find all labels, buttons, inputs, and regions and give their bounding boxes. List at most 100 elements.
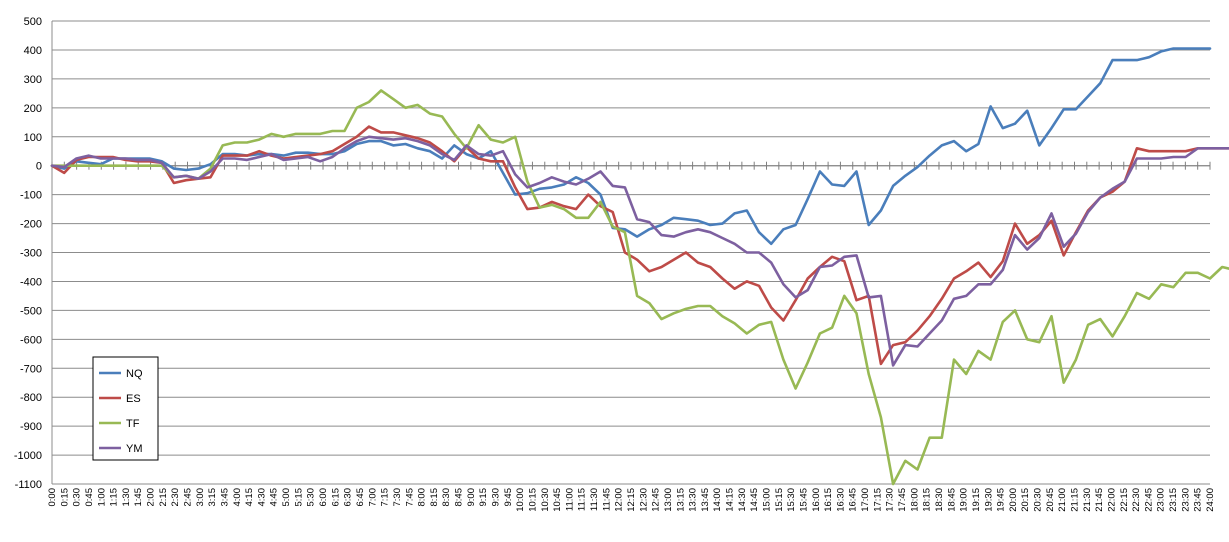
series-line-ym xyxy=(50,135,1229,367)
x-tick-label: 6:15 xyxy=(330,488,341,507)
x-tick-label: 9:00 xyxy=(466,488,477,507)
x-tick-label: 18:00 xyxy=(909,488,920,512)
x-tick-label: 3:45 xyxy=(219,488,230,507)
x-tick-label: 10:15 xyxy=(527,488,538,512)
x-tick-label: 11:30 xyxy=(589,488,600,511)
x-tick-label: 12:15 xyxy=(626,488,637,512)
x-tick-label: 17:15 xyxy=(872,488,883,512)
x-axis: 0:00 0:15 0:30 0:45 1:00 1:15 1:30 1:45 2:00 2:15… xyxy=(47,161,1216,512)
y-tick-label: -1000 xyxy=(14,450,42,462)
x-tick-label: 0:45 xyxy=(84,488,95,507)
series-line-nq xyxy=(50,47,1212,246)
x-tick-label: 21:15 xyxy=(1069,488,1080,512)
x-tick-label: 21:45 xyxy=(1094,488,1105,512)
y-tick-label: 400 xyxy=(24,45,42,57)
x-tick-label: 14:45 xyxy=(749,488,760,512)
x-tick-label: 15:15 xyxy=(774,488,785,512)
y-tick-label: 200 xyxy=(24,103,42,115)
y-tick-label: -700 xyxy=(20,363,42,375)
legend: NQ ES TF YM xyxy=(92,356,159,461)
y-tick-label: -100 xyxy=(20,190,42,202)
x-tick-label: 7:30 xyxy=(392,488,403,507)
x-tick-label: 20:15 xyxy=(1020,488,1031,512)
x-tick-label: 1:15 xyxy=(109,488,120,507)
x-tick-label: 13:15 xyxy=(675,488,686,512)
x-tick-label: 12:00 xyxy=(614,488,625,512)
y-tick-label: -1100 xyxy=(15,479,42,491)
x-tick-label: 3:15 xyxy=(207,488,218,507)
y-tick-label: -600 xyxy=(20,334,42,346)
x-tick-label: 17:00 xyxy=(860,488,871,512)
x-tick-label: 10:00 xyxy=(515,488,526,512)
x-tick-label: 1:45 xyxy=(133,488,144,507)
x-tick-label: 15:30 xyxy=(786,488,797,512)
x-tick-label: 7:00 xyxy=(367,488,378,507)
x-tick-label: 6:00 xyxy=(318,488,329,507)
x-tick-label: 15:00 xyxy=(762,488,773,512)
x-tick-label: 2:30 xyxy=(170,488,181,507)
x-tick-label: 9:45 xyxy=(503,488,514,507)
y-axis: 500 400 300 200 100 0 -100 -200 -300 -400 -500 -600… xyxy=(14,16,42,491)
x-tick-label: 19:30 xyxy=(983,488,994,512)
x-tick-label: 3:00 xyxy=(195,488,206,507)
x-tick-label: 4:00 xyxy=(232,488,243,507)
x-tick-label: 11:45 xyxy=(601,488,612,511)
legend-label-tf: TF xyxy=(126,418,140,430)
x-tick-label: 15:45 xyxy=(798,488,809,512)
x-tick-label: 7:45 xyxy=(404,488,415,507)
series-line-tf xyxy=(50,89,1229,486)
x-tick-label: 10:45 xyxy=(552,488,563,512)
x-tick-label: 16:00 xyxy=(811,488,822,512)
series-lines xyxy=(50,47,1229,486)
x-tick-label: 22:00 xyxy=(1106,488,1117,512)
x-tick-label: 16:30 xyxy=(835,488,846,512)
x-tick-label: 6:45 xyxy=(355,488,366,507)
x-tick-label: 11:15 xyxy=(577,488,588,511)
x-tick-label: 23:30 xyxy=(1180,488,1191,512)
x-tick-label: 5:00 xyxy=(281,488,292,507)
y-tick-label: -500 xyxy=(20,305,42,317)
x-tick-label: 22:30 xyxy=(1131,488,1142,512)
x-tick-label: 19:45 xyxy=(996,488,1007,512)
x-tick-label: 18:30 xyxy=(934,488,945,512)
x-tick-label: 13:00 xyxy=(663,488,674,512)
x-tick-label: 10:30 xyxy=(540,488,551,512)
x-tick-label: 7:15 xyxy=(380,488,391,507)
legend-label-es: ES xyxy=(126,393,141,405)
x-tick-label: 2:15 xyxy=(158,488,169,507)
x-tick-label: 1:00 xyxy=(96,488,107,507)
x-tick-label: 14:30 xyxy=(737,488,748,512)
y-tick-label: 0 xyxy=(36,161,42,173)
y-tick-label: -300 xyxy=(20,248,42,260)
x-tick-label: 12:30 xyxy=(638,488,649,512)
x-tick-label: 0:15 xyxy=(59,488,70,507)
x-tick-label: 22:15 xyxy=(1119,488,1130,512)
x-tick-label: 8:45 xyxy=(454,488,465,507)
x-tick-label: 23:45 xyxy=(1193,488,1204,512)
x-tick-label: 9:30 xyxy=(490,488,501,507)
x-tick-label: 19:00 xyxy=(959,488,970,512)
x-tick-label: 18:45 xyxy=(946,488,957,512)
x-tick-label: 8:15 xyxy=(429,488,440,507)
x-tick-label: 6:30 xyxy=(343,488,354,507)
x-tick-label: 2:00 xyxy=(146,488,157,507)
y-tick-label: 100 xyxy=(24,132,42,144)
x-tick-label: 16:45 xyxy=(848,488,859,512)
x-tick-label: 16:15 xyxy=(823,488,834,512)
legend-label-nq: NQ xyxy=(126,368,143,380)
x-tick-label: 17:45 xyxy=(897,488,908,512)
x-tick-label: 14:15 xyxy=(725,488,736,512)
x-tick-label: 13:45 xyxy=(700,488,711,512)
x-tick-label: 18:15 xyxy=(922,488,933,512)
x-tick-label: 4:45 xyxy=(269,488,280,507)
series-line-es xyxy=(50,125,1229,366)
x-tick-label: 5:15 xyxy=(293,488,304,507)
y-tick-label: -800 xyxy=(20,392,42,404)
x-tick-label: 4:15 xyxy=(244,488,255,507)
x-tick-label: 23:15 xyxy=(1168,488,1179,512)
x-tick-label: 0:00 xyxy=(47,488,58,507)
y-tick-label: 300 xyxy=(24,74,42,86)
x-tick-label: 13:30 xyxy=(688,488,699,512)
x-tick-label: 20:30 xyxy=(1033,488,1044,512)
